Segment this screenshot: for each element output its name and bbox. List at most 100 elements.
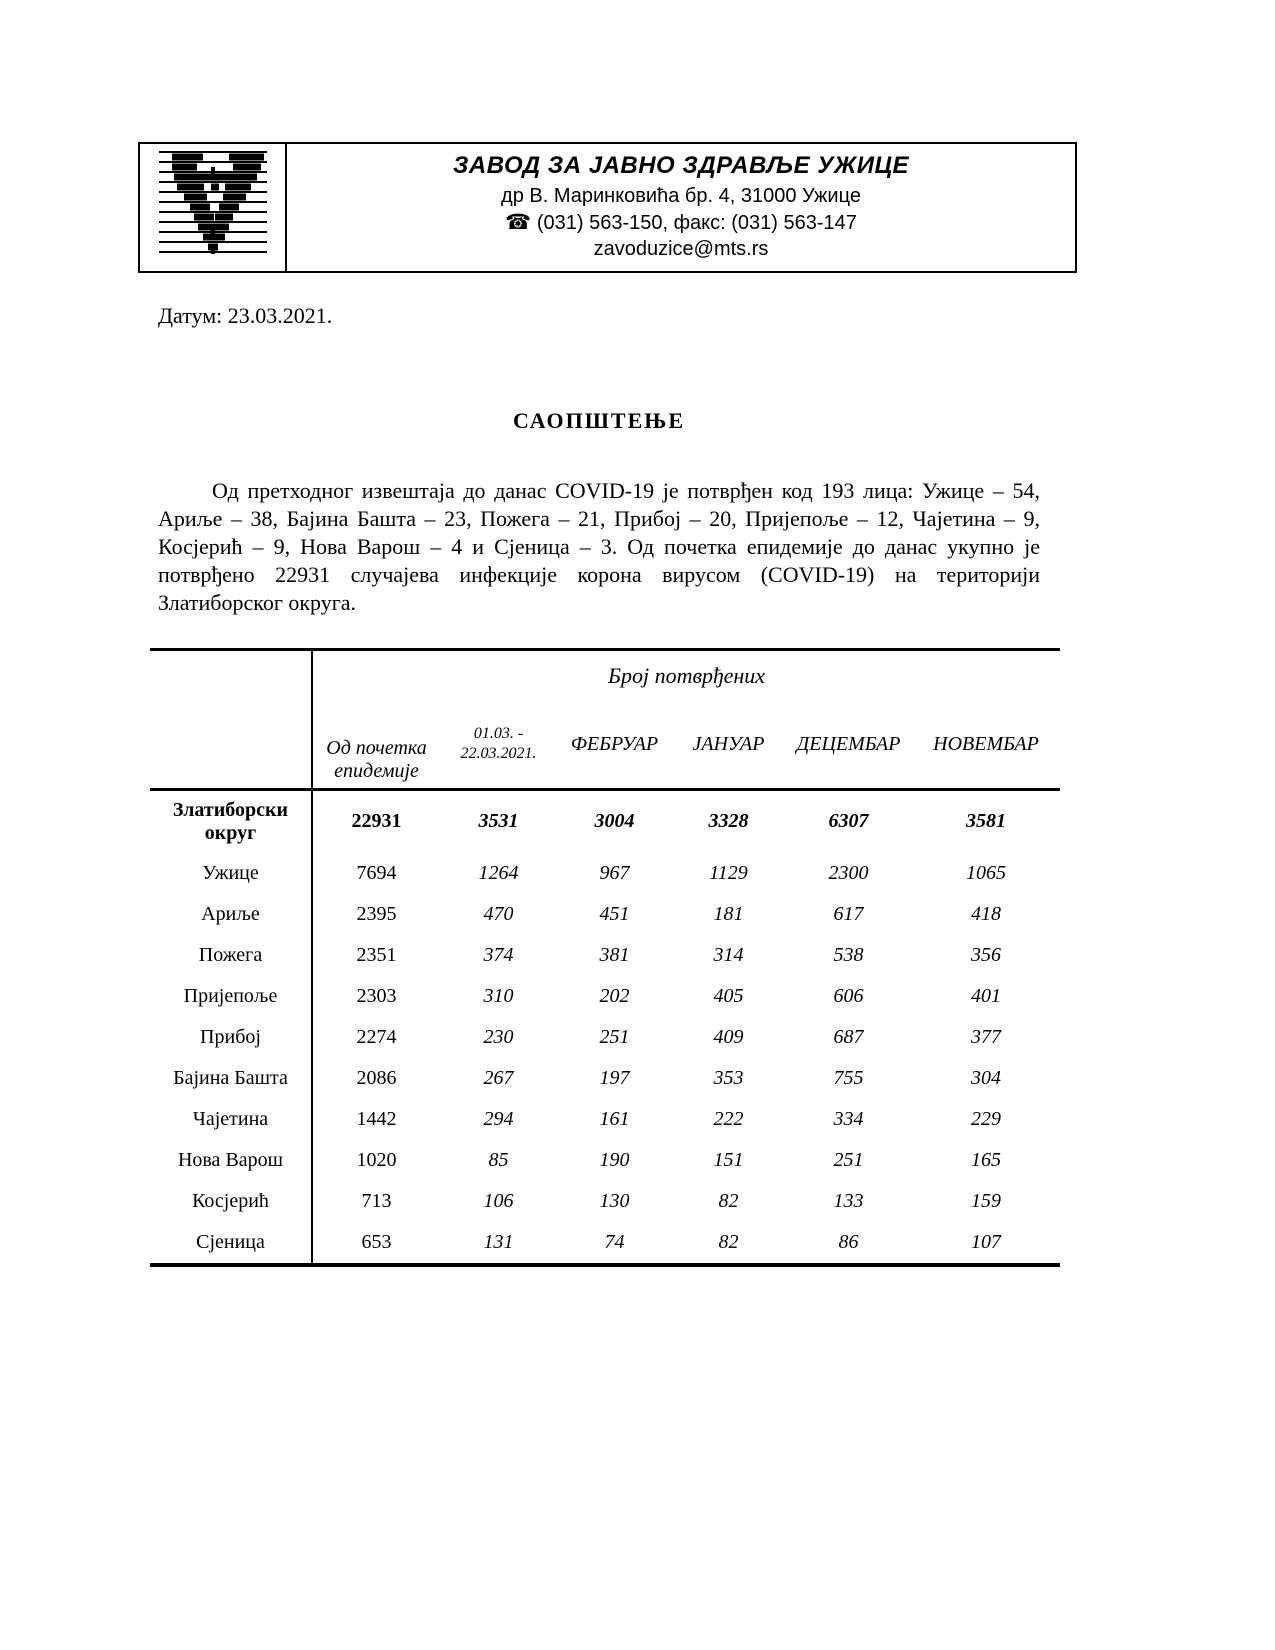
value-cell: 381	[599, 944, 630, 966]
table-row: Чајетина 1442 294 161 222 334 229	[150, 1099, 1060, 1140]
value-cell: 151	[713, 1149, 744, 1171]
value-cell: 2303	[356, 985, 397, 1007]
column-header-february: ФЕБРУАР	[557, 701, 672, 791]
municipality-name: Пожега	[150, 935, 313, 976]
document-title: САОПШТЕЊЕ	[512, 408, 686, 433]
value-cell: 165	[971, 1149, 1001, 1171]
body-paragraph: Од претходног извештаја до данас COVID-1…	[158, 478, 1040, 615]
value-cell: 229	[971, 1108, 1001, 1130]
value-cell: 230	[483, 1026, 514, 1048]
table-row: Сјеница 653 131 74 82 86 107	[150, 1222, 1060, 1263]
value-cell: 107	[971, 1231, 1001, 1253]
value-cell: 181	[713, 903, 744, 925]
covid-statistics-table-wrap: Број потврђених Од почетка епидемије 01.…	[150, 648, 1061, 1267]
phone-icon: ☎	[505, 210, 532, 234]
municipality-name: Прибој	[150, 1017, 313, 1058]
value-cell: 470	[483, 903, 514, 925]
value-cell: 3328	[708, 810, 749, 833]
value-cell: 401	[971, 985, 1001, 1007]
value-cell: 106	[483, 1190, 514, 1212]
value-cell: 161	[599, 1108, 630, 1130]
table-row: Ариље 2395 470 451 181 617 418	[150, 894, 1060, 935]
value-cell: 409	[713, 1026, 744, 1048]
logo-cell	[140, 144, 287, 271]
value-cell: 606	[833, 985, 864, 1007]
value-cell: 130	[599, 1190, 630, 1212]
value-cell: 6307	[828, 810, 869, 833]
value-cell: 334	[833, 1108, 864, 1130]
municipality-name: Ужице	[150, 853, 313, 894]
value-cell: 74	[604, 1231, 625, 1253]
value-cell: 2274	[356, 1026, 397, 1048]
value-cell: 3004	[594, 810, 635, 833]
value-cell: 86	[838, 1231, 859, 1253]
value-cell: 356	[971, 944, 1001, 966]
value-cell: 653	[361, 1231, 392, 1253]
table-row: Златиборски округ 22931 3531 3004 3328 6307 35…	[150, 789, 1060, 853]
municipality-name: Пријепоље	[150, 976, 313, 1017]
institute-phone-line: ☎ (031) 563-150, факс: (031) 563-147	[287, 209, 1075, 236]
table-row: Ужице 7694 1264 967 1129 2300 1065	[150, 853, 1060, 894]
value-cell: 3531	[478, 810, 519, 833]
municipality-name: Нова Варош	[150, 1140, 313, 1181]
value-cell: 418	[971, 903, 1001, 925]
value-cell: 304	[971, 1067, 1001, 1089]
column-header-december: ДЕЦЕМБАР	[785, 701, 912, 791]
municipality-name: Ариље	[150, 894, 313, 935]
column-header-row: Од почетка епидемије 01.03. - 22.03.2021…	[150, 701, 1061, 791]
value-cell: 1264	[478, 862, 519, 884]
value-cell: 374	[483, 944, 514, 966]
letterhead-text: ЗАВОД ЗА ЈАВНО ЗДРАВЉЕ УЖИЦЕ др В. Марин…	[287, 144, 1075, 271]
value-cell: 82	[718, 1190, 739, 1212]
table-header: Број потврђених Од почетка епидемије 01.…	[150, 651, 1061, 791]
value-cell: 82	[718, 1231, 739, 1253]
column-header-november: НОВЕМБАР	[912, 701, 1061, 791]
value-cell: 190	[599, 1149, 630, 1171]
value-cell: 133	[833, 1190, 864, 1212]
table-row: Нова Варош 1020 85 190 151 251 165	[150, 1140, 1060, 1181]
value-cell: 85	[488, 1149, 509, 1171]
group-header: Број потврђених	[608, 663, 766, 688]
table-row: Пријепоље 2303 310 202 405 606 401	[150, 976, 1060, 1017]
value-cell: 755	[833, 1067, 864, 1089]
value-cell: 1020	[356, 1149, 397, 1171]
value-cell: 2300	[828, 862, 869, 884]
value-cell: 538	[833, 944, 864, 966]
value-cell: 251	[833, 1149, 864, 1171]
value-cell: 967	[599, 862, 630, 884]
corner-cell	[150, 651, 313, 791]
value-cell: 3581	[966, 810, 1006, 833]
value-cell: 2395	[356, 903, 397, 925]
institute-logo-icon	[158, 151, 267, 254]
value-cell: 222	[713, 1108, 744, 1130]
value-cell: 353	[713, 1067, 744, 1089]
value-cell: 7694	[356, 862, 397, 884]
value-cell: 2086	[356, 1067, 397, 1089]
value-cell: 451	[599, 903, 630, 925]
value-cell: 687	[833, 1026, 864, 1048]
group-header-row: Број потврђених	[150, 651, 1060, 791]
table-row: Прибој 2274 230 251 409 687 377	[150, 1017, 1060, 1058]
municipality-name: Златиборски округ	[150, 789, 313, 853]
table-row: Бајина Башта 2086 267 197 353 755 304	[150, 1058, 1060, 1099]
value-cell: 22931	[351, 810, 402, 833]
value-cell: 617	[833, 903, 864, 925]
table-row: Косјерић 713 106 130 82 133 159	[150, 1181, 1060, 1222]
value-cell: 1129	[709, 862, 748, 884]
value-cell: 251	[599, 1026, 630, 1048]
value-cell: 202	[599, 985, 630, 1007]
table-row: Пожега 2351 374 381 314 538 356	[150, 935, 1060, 976]
column-header-date-range: 01.03. - 22.03.2021.	[440, 701, 557, 791]
municipality-name: Чајетина	[150, 1099, 313, 1140]
value-cell: 377	[971, 1026, 1001, 1048]
value-cell: 405	[713, 985, 744, 1007]
value-cell: 1065	[966, 862, 1006, 884]
value-cell: 314	[713, 944, 744, 966]
institute-address: др В. Маринковића бр. 4, 31000 Ужице	[501, 185, 861, 207]
institute-name: ЗАВОД ЗА ЈАВНО ЗДРАВЉЕ УЖИЦЕ	[452, 152, 910, 179]
value-cell: 131	[483, 1231, 514, 1253]
value-cell: 1442	[356, 1108, 397, 1130]
municipality-name: Косјерић	[150, 1181, 313, 1222]
value-cell: 310	[483, 985, 514, 1007]
